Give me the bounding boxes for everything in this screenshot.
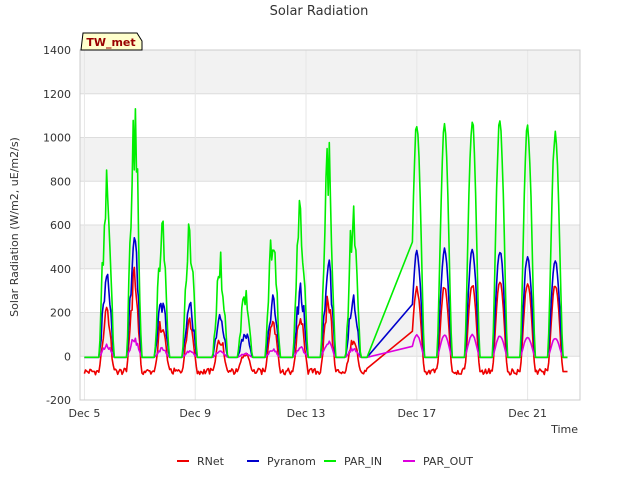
x-tick-label: Dec 17 [397,407,436,420]
station-tag-label: TW_met [86,36,135,49]
legend-item-par_out: PAR_OUT [403,455,473,468]
x-tick-label: Dec 13 [287,407,326,420]
x-tick-label: Dec 9 [179,407,211,420]
x-tick-labels: Dec 5 Dec 9 Dec 13 Dec 17 Dec 21 [69,407,547,420]
y-tick-label: 1200 [43,88,71,101]
x-tick-label: Dec 21 [508,407,547,420]
y-tick-label: 200 [50,307,71,320]
series-line-par_in [84,108,568,359]
station-tag: TW_met [80,32,143,51]
legend-label: PAR_OUT [423,455,473,468]
y-tick-label: -200 [46,394,71,407]
chart-title: Solar Radiation [270,4,369,19]
legend-label: PAR_IN [344,455,382,468]
y-tick-label: 400 [50,263,71,276]
y-tick-label: 1400 [43,44,71,57]
series-line-par_out [84,333,568,359]
legend-item-par_in: PAR_IN [324,455,382,468]
series-line-rnet [83,266,568,376]
series-line-pyranom [84,237,568,359]
y-tick-label: 800 [50,175,71,188]
legend-label: RNet [197,455,225,468]
legend: RNet Pyranom PAR_IN PAR_OUT [177,455,473,468]
y-axis-label: Solar Radiation (W/m2, uE/m2/s) [8,137,21,317]
plot-frame [79,49,581,401]
y-tick-label: 600 [50,219,71,232]
legend-label: Pyranom [267,455,316,468]
y-tick-label: 1000 [43,132,71,145]
legend-item-rnet: RNet [177,455,225,468]
y-tick-labels: -200 0 200 400 600 800 1000 1200 1400 [43,44,71,407]
station-tag-box [80,32,143,51]
series-lines [83,108,568,376]
y-tick-label: 0 [64,350,71,363]
legend-item-pyranom: Pyranom [247,455,316,468]
x-tick-label: Dec 5 [69,407,101,420]
x-axis-label: Time [550,423,578,436]
plot-band [80,50,580,94]
